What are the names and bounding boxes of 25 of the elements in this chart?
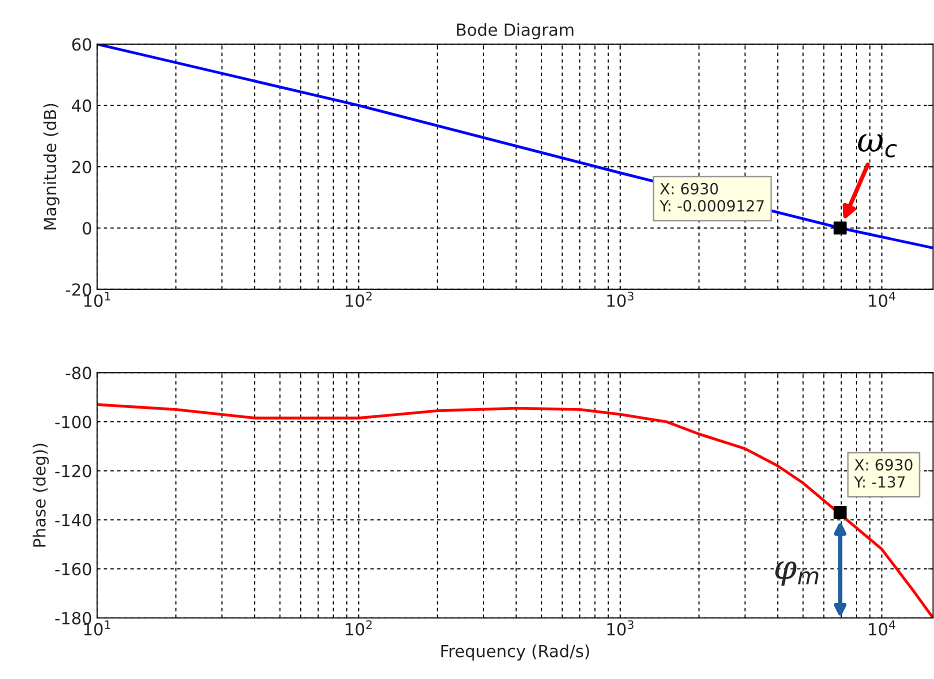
x-tick-label: 10$^{3}$ [607, 620, 634, 636]
y-tick-label: -140 [55, 514, 92, 526]
y-tick-label: -100 [55, 416, 92, 428]
x-tick-label: 10$^{2}$ [346, 292, 372, 307]
chart-title: Bode Diagram [457, 23, 574, 40]
y-tick-label: 0 [82, 222, 92, 235]
annotation: ω$_{c}$ [858, 134, 897, 158]
x-tick-label: 10$^{2}$ [346, 620, 372, 636]
x-axis-title: Frequency (Rad/s) [441, 644, 590, 661]
y-tick-label: -180 [55, 612, 92, 624]
y-tick-label: 20 [72, 160, 92, 174]
y-tick-label: -20 [66, 283, 92, 296]
y-tick-label: -120 [55, 464, 92, 478]
x-tick-label: 10$^{3}$ [607, 292, 634, 307]
annotation: φ$_{m}$ [775, 561, 818, 586]
y-axis-title: Magnitude (dB) [43, 104, 60, 230]
annotation: X: 6930 Y: -0.0009127 [660, 182, 764, 212]
x-tick-label: 10$^{4}$ [868, 292, 896, 307]
y-axis-title: Phase (deg)) [32, 444, 49, 547]
annotation: X: 6930 Y: -137 [854, 459, 912, 488]
y-tick-label: -160 [55, 562, 92, 576]
y-tick-label: 40 [72, 99, 92, 112]
y-tick-label: 60 [72, 38, 92, 51]
x-tick-label: 10$^{4}$ [868, 620, 896, 636]
y-tick-label: -80 [66, 366, 92, 380]
